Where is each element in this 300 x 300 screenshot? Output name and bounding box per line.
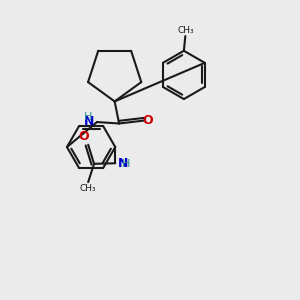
Text: O: O bbox=[78, 130, 89, 143]
Text: N: N bbox=[118, 157, 128, 170]
Text: O: O bbox=[142, 114, 153, 127]
Text: CH₃: CH₃ bbox=[177, 26, 194, 34]
Text: CH₃: CH₃ bbox=[80, 184, 97, 194]
Text: H: H bbox=[122, 159, 130, 169]
Text: H: H bbox=[83, 112, 92, 122]
Text: N: N bbox=[84, 115, 94, 128]
